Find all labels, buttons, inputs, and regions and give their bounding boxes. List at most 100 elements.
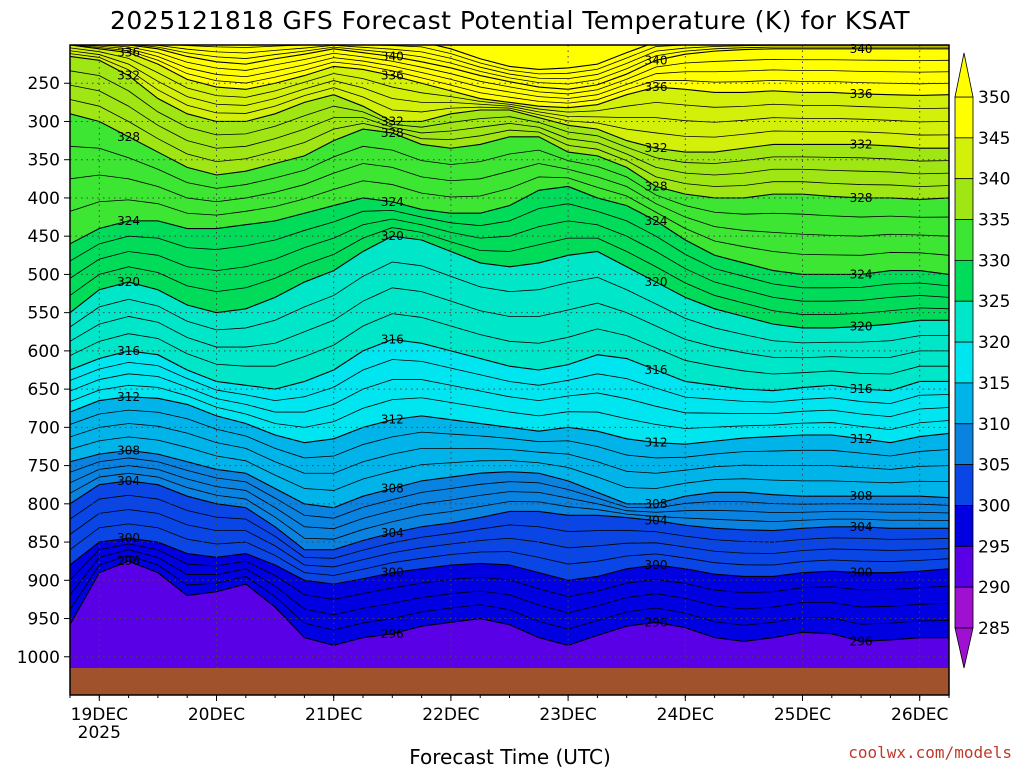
y-tick-label: 550	[28, 304, 60, 324]
credit-link[interactable]: coolwx.com/models	[848, 743, 1012, 762]
colorbar-tick-label: 295	[978, 537, 1010, 557]
x-tick-label: 19DEC	[71, 705, 128, 725]
y-tick-label: 800	[28, 495, 60, 515]
contour-label: 336	[381, 69, 404, 83]
contour-label: 320	[117, 275, 140, 289]
colorbar-segment	[954, 137, 974, 180]
y-tick-label: 950	[28, 610, 60, 630]
contour-label: 340	[381, 49, 404, 63]
isentrope-minor-332-2	[70, 50, 949, 123]
contour-label: 304	[117, 474, 140, 488]
contour-label: 316	[645, 363, 668, 377]
contour-label: 308	[850, 489, 873, 503]
colorbar-tick-label: 285	[978, 619, 1010, 639]
x-tick-label: 21DEC	[305, 705, 362, 725]
isentrope-minor-312-2	[70, 373, 949, 418]
contour-label: 328	[850, 191, 873, 205]
contour-label: 328	[645, 179, 668, 193]
contour-label: 316	[850, 382, 873, 396]
y-tick-label: 250	[28, 74, 60, 94]
x-tick-label: 24DEC	[657, 705, 714, 725]
contour-label: 312	[850, 432, 873, 446]
isentrope-312	[70, 396, 949, 445]
contour-label: 308	[645, 497, 668, 511]
isentrope-minor-308-3	[70, 409, 949, 459]
colorbar-tick-label: 350	[978, 88, 1010, 108]
contour-label: 296	[381, 627, 404, 641]
isentrope-minor-336-2	[75, 45, 949, 99]
contour-label: 320	[850, 319, 873, 333]
x-tick-label: 26DEC	[891, 705, 948, 725]
colorbar-tick-label: 320	[978, 333, 1010, 353]
colorbar-tick-label: 300	[978, 496, 1010, 516]
x-tick-label: 25DEC	[774, 705, 831, 725]
contour-label: 296	[850, 634, 873, 648]
contour-label: 308	[381, 482, 404, 496]
contour-labels: 296 296 296 296 300 300 300 300 304 304 304 304 308 3…	[117, 42, 873, 649]
contour-label: 336	[117, 46, 140, 60]
y-tick-label: 850	[28, 533, 60, 553]
contour-label: 340	[850, 42, 873, 56]
y-tick-label: 750	[28, 457, 60, 477]
colorbar-segment	[954, 341, 974, 384]
colorbar-segment	[954, 464, 974, 506]
x-axis-label: Forecast Time (UTC)	[409, 745, 611, 768]
contour-label: 320	[381, 229, 404, 243]
contour-label: 316	[117, 344, 140, 358]
isentrope-minor-332-1	[70, 53, 949, 138]
isentrope-minor-304-2	[70, 465, 949, 530]
contour-label: 304	[381, 526, 404, 540]
isentrope-minor-304-1	[70, 472, 949, 540]
chart-title: 2025121818 GFS Forecast Potential Temper…	[110, 6, 910, 35]
isentrope-minor-340-3	[172, 45, 701, 75]
isentrope-minor-300-1	[70, 523, 949, 576]
contour-label: 324	[850, 267, 873, 281]
colorbar-segment	[954, 586, 974, 629]
y-tick-label: 450	[28, 227, 60, 247]
contour-label: 336	[645, 80, 668, 94]
contour-label: 320	[645, 275, 668, 289]
contour-label: 316	[381, 332, 404, 346]
colorbar-tick-label: 340	[978, 170, 1010, 190]
contour-label: 336	[850, 87, 873, 101]
y-tick-label: 350	[28, 151, 60, 171]
y-axis: 250 300 350 400 450 500 550 600 650 700 750 800 850 9…	[17, 74, 70, 668]
colorbar-segment	[954, 96, 974, 139]
isentrope-minor-296-2	[70, 549, 949, 616]
contour-label: 328	[117, 130, 140, 144]
isentrope-336	[70, 45, 949, 109]
contour-label: 300	[645, 558, 668, 572]
colorbar-tick-label: 305	[978, 456, 1010, 476]
contour-label: 304	[645, 514, 668, 528]
contour-label: 312	[381, 413, 404, 427]
isentrope-296	[70, 560, 949, 646]
contour-label: 308	[117, 443, 140, 457]
colorbar-min-arrow	[954, 627, 974, 669]
grid-lines	[70, 45, 949, 695]
contour-label: 296	[117, 554, 140, 568]
isentrope-304	[70, 480, 949, 551]
isentrope-minor-300-3	[70, 494, 949, 559]
contour-label: 332	[117, 69, 140, 83]
isentrope-minor-328-2	[70, 84, 949, 176]
colorbar-tick-label: 335	[978, 211, 1010, 231]
y-tick-label: 700	[28, 418, 60, 438]
isentrope-minor-324-2	[70, 163, 949, 237]
colorbar-tick-label: 330	[978, 251, 1010, 271]
band-above-344	[70, 45, 949, 70]
y-tick-label: 650	[28, 380, 60, 400]
contour-label: 332	[645, 141, 668, 155]
contour-label: 328	[381, 126, 404, 140]
plot-area	[70, 45, 949, 695]
colorbar-segment	[954, 259, 974, 302]
isentrope-344	[432, 45, 650, 71]
isentrope-minor-296-3	[70, 543, 949, 600]
contour-label: 300	[850, 566, 873, 580]
contour-label: 324	[645, 214, 668, 228]
contour-label: 296	[645, 615, 668, 629]
isentrope-minor-300-2	[70, 509, 949, 568]
isentrope-minor-328-3	[70, 70, 949, 164]
y-tick-label: 400	[28, 189, 60, 209]
x-tick-label: 23DEC	[539, 705, 596, 725]
